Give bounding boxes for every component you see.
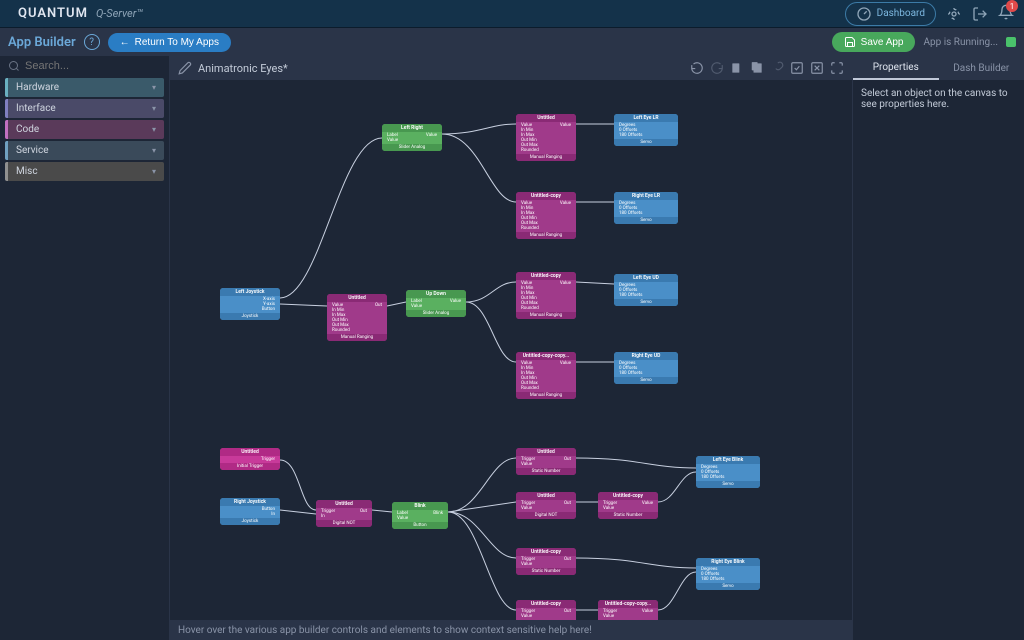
node-srv2[interactable]: Right Eye LRDegrees0 Offsets180 OffsetsS… [614,192,678,224]
logo: QUANTUM Q-Server™ [10,6,845,21]
properties-placeholder: Select an object on the canvas to see pr… [853,80,1024,118]
canvas-area: Animatronic Eyes* 👆 Left JoystickX-axisY… [170,56,852,640]
node-srv3[interactable]: Left Eye UDDegrees0 Offsets180 OffsetsSe… [614,274,678,306]
page-title: App Builder [8,35,76,50]
chevron-down-icon: ▾ [152,167,156,176]
save-label: Save App [861,37,904,48]
category-service[interactable]: Service▾ [5,141,164,160]
running-status: App is Running... [923,37,998,48]
paste-icon[interactable] [750,61,764,75]
help-bar: Hover over the various app builder contr… [170,620,852,640]
category-hardware[interactable]: Hardware▾ [5,78,164,97]
help-text: Hover over the various app builder contr… [178,625,592,636]
search-input[interactable] [0,56,169,76]
check-icon[interactable] [790,61,804,75]
dashboard-button[interactable]: Dashboard [845,2,936,26]
save-button[interactable]: Save App [832,32,916,52]
fullscreen-icon[interactable] [830,61,844,75]
node-ud[interactable]: Up DownLabelValueValueSlider Analog [406,290,466,317]
node-srv5[interactable]: Left Eye BlinkDegrees0 Offsets180 Offset… [696,456,760,488]
subbar: App Builder ? ← Return To My Apps Save A… [0,28,1024,56]
node-mr1[interactable]: UntitledValueOutIn MinIn MaxOut MinOut M… [327,294,387,341]
topbar: QUANTUM Q-Server™ Dashboard 1 [0,0,1024,28]
notification-badge: 1 [1006,0,1018,12]
tab-dash-builder[interactable]: Dash Builder [939,56,1024,80]
node-sn2[interactable]: Untitled-copyTriggerOutValueStatic Numbe… [516,548,576,575]
node-not2[interactable]: UntitledTriggerOutValueDigital NOT [516,492,576,519]
gear-icon[interactable] [946,6,962,22]
node-not3[interactable]: Untitled-copyTriggerOutValueDigital NOT [516,600,576,620]
sidebar: Hardware▾ Interface▾ Code▾ Service▾ Misc… [0,56,170,640]
edges-layer [170,80,852,620]
dashboard-label: Dashboard [877,8,925,19]
search-field[interactable] [25,60,161,72]
node-srv6[interactable]: Right Eye BlinkDegrees0 Offsets180 Offse… [696,558,760,590]
tab-properties[interactable]: Properties [853,56,939,80]
return-button[interactable]: ← Return To My Apps [108,33,231,52]
chevron-down-icon: ▾ [152,125,156,134]
node-mr2[interactable]: UntitledValueValueIn MinIn MaxOut MinOut… [516,114,576,161]
notifications-button[interactable]: 1 [998,4,1014,23]
node-joy_l[interactable]: Left JoystickX-axisY-axisButtonJoystick [220,288,280,320]
node-srv1[interactable]: Left Eye LRDegrees0 Offsets180 OffsetsSe… [614,114,678,146]
status-indicator [1006,37,1016,47]
node-mr3[interactable]: Untitled-copyValueValueIn MinIn MaxOut M… [516,192,576,239]
undo-icon[interactable] [690,61,704,75]
link-icon[interactable] [770,61,784,75]
node-joy_r[interactable]: Right JoystickButtonInJoystick [220,498,280,525]
return-label: Return To My Apps [135,37,219,48]
chevron-down-icon: ▾ [152,83,156,92]
node-not1[interactable]: UntitledTriggerOutInDigital NOT [316,500,372,527]
category-code[interactable]: Code▾ [5,120,164,139]
node-sn3[interactable]: Untitled-copyTriggerValueValueStatic Num… [598,492,658,519]
arrow-left-icon: ← [120,37,130,48]
edit-icon[interactable] [178,61,192,75]
chevron-down-icon: ▾ [152,104,156,113]
search-icon [8,60,20,72]
canvas-title: Animatronic Eyes* [198,62,288,75]
brand-text: QUANTUM [18,6,88,21]
node-trig[interactable]: UntitledTriggerInitial Trigger [220,448,280,470]
help-icon[interactable]: ? [84,34,100,50]
category-interface[interactable]: Interface▾ [5,99,164,118]
node-sn1[interactable]: UntitledTriggerOutValueStatic Number [516,448,576,475]
canvas-toolbar: Animatronic Eyes* [170,56,852,80]
delete-icon[interactable] [810,61,824,75]
node-srv4[interactable]: Right Eye UDDegrees0 Offsets180 OffsetsS… [614,352,678,384]
node-blink[interactable]: BlinkLabelBlinkValueButton [392,502,448,529]
copy-icon[interactable] [730,61,744,75]
chevron-down-icon: ▾ [152,146,156,155]
node-lr[interactable]: Left RightLabelValueValueSlider Analog [382,124,442,151]
save-icon [844,36,856,48]
category-misc[interactable]: Misc▾ [5,162,164,181]
node-mr5[interactable]: Untitled-copy-copy...ValueValueIn MinIn … [516,352,576,399]
redo-icon[interactable] [710,61,724,75]
properties-panel: Properties Dash Builder Select an object… [852,56,1024,640]
node-sn4[interactable]: Untitled-copy-copy...TriggerValueValueSt… [598,600,658,620]
product-text: Q-Server™ [96,7,143,20]
logout-icon[interactable] [972,6,988,22]
canvas[interactable]: 👆 Left JoystickX-axisY-axisButtonJoystic… [170,80,852,620]
gauge-icon [856,6,872,22]
node-mr4[interactable]: Untitled-copyValueValueIn MinIn MaxOut M… [516,272,576,319]
